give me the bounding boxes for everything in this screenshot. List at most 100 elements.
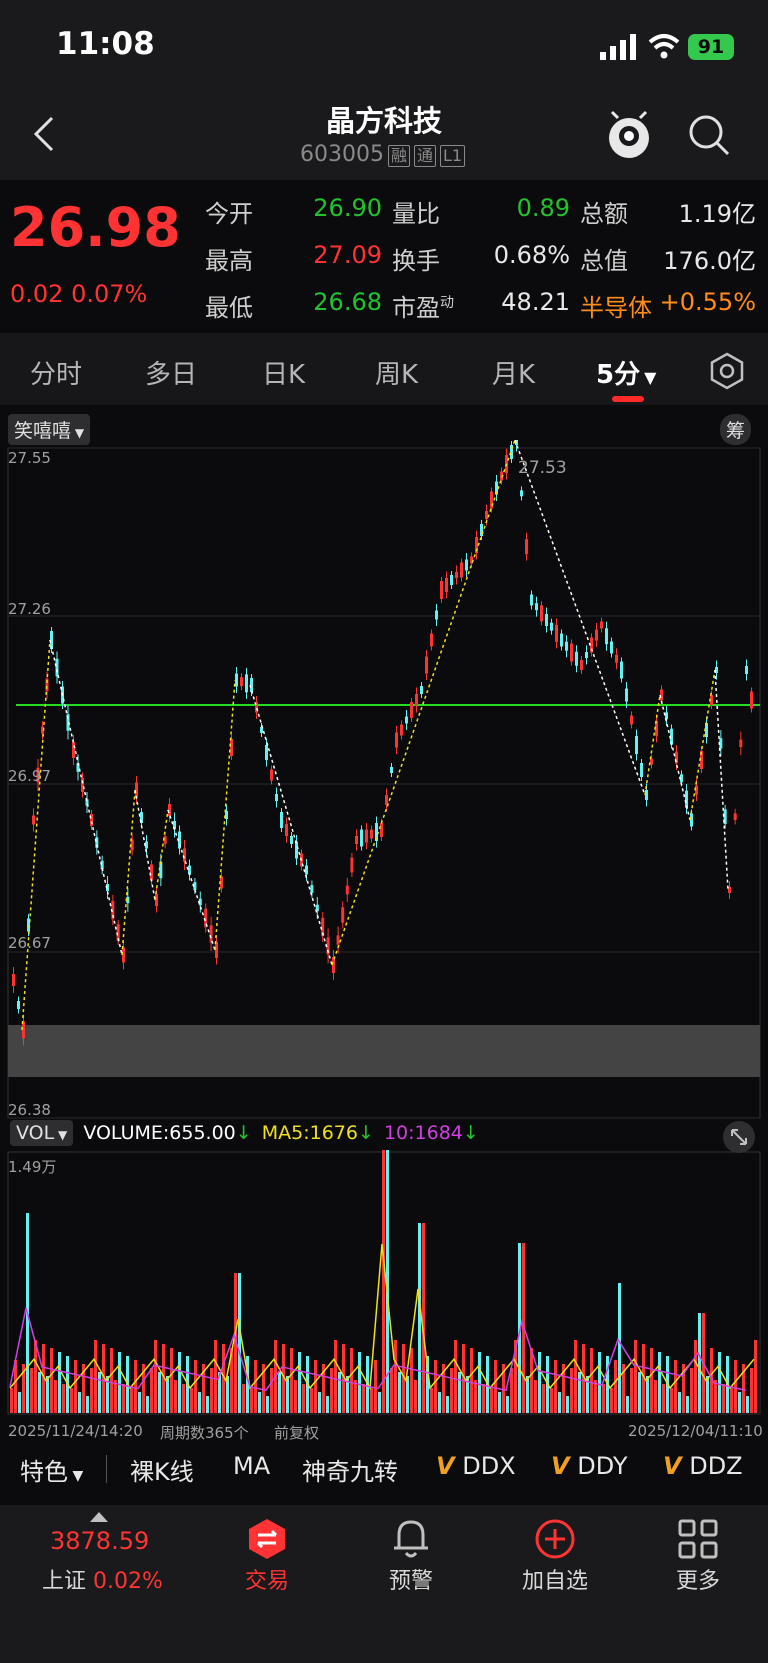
indicator-ddx[interactable]: V DDX <box>436 1452 516 1480</box>
volume-bar <box>310 1388 313 1413</box>
volume-bar <box>466 1376 469 1413</box>
indicator-nine-turns[interactable]: 神奇九转 <box>302 1458 398 1486</box>
tab-intraday[interactable]: 分时 <box>30 360 83 390</box>
last-price: 26.98 <box>10 196 181 259</box>
zigzag-line <box>331 440 516 966</box>
volume-bar <box>74 1360 77 1413</box>
candle-body <box>610 641 613 654</box>
volume-bar <box>350 1348 353 1413</box>
status-bar <box>0 0 768 90</box>
indicator-special[interactable]: 特色 ▼ <box>20 1452 83 1487</box>
index-row[interactable]: 上证 0.02% <box>42 1563 163 1595</box>
price-change: 0.02 0.07% <box>10 280 147 308</box>
candle-body <box>700 751 703 769</box>
chevron-down-icon: ▼ <box>54 1128 68 1142</box>
indicator-ddx-label: DDX <box>462 1452 516 1480</box>
volume-bar <box>50 1348 53 1413</box>
chip-distribution-button[interactable]: 筹 <box>720 414 752 445</box>
candle-body <box>126 896 130 904</box>
nav-trade[interactable]: 交易 <box>244 1569 289 1594</box>
nav-add-watchlist[interactable]: 加自选 <box>521 1569 588 1594</box>
candle-body <box>375 823 378 841</box>
expand-icon[interactable] <box>722 1120 756 1154</box>
v-mark-icon: V <box>663 1452 682 1480</box>
volume-bar <box>258 1392 261 1413</box>
candlestick-chart[interactable] <box>0 440 768 1120</box>
signal-icon <box>600 34 636 60</box>
candle-body <box>85 799 89 806</box>
tab-multiday[interactable]: 多日 <box>145 360 198 390</box>
volume-bar <box>238 1273 241 1413</box>
page-title: 晶方科技 <box>325 104 442 138</box>
tab-daily-k[interactable]: 日K <box>262 360 306 390</box>
volume-bar <box>446 1396 449 1413</box>
label-sector[interactable]: 半导体 <box>580 294 652 322</box>
period-tabs <box>0 333 768 405</box>
active-tab-indicator <box>612 396 644 402</box>
candle-body <box>106 884 109 891</box>
volume-bar <box>750 1368 753 1413</box>
index-value[interactable]: 3878.59 <box>50 1527 150 1555</box>
label-volume-ratio: 量比 <box>392 200 440 228</box>
volume-bar <box>178 1352 181 1413</box>
volume-bar <box>302 1384 305 1413</box>
volume-bar <box>698 1313 701 1413</box>
indicator-ma[interactable]: MA <box>233 1452 271 1480</box>
candle-body <box>723 809 727 824</box>
grid-icon[interactable] <box>677 1518 719 1560</box>
tag-level: L1 <box>440 145 466 167</box>
settings-hex-icon[interactable] <box>708 352 746 390</box>
vol-selector[interactable]: VOL ▼ <box>10 1120 74 1146</box>
candle-body <box>728 887 731 893</box>
value-sector[interactable]: +0.55% <box>659 288 756 316</box>
trade-icon[interactable] <box>246 1518 288 1560</box>
candle-body <box>565 641 568 651</box>
volume-bar <box>266 1396 269 1413</box>
volume-bar <box>286 1376 289 1413</box>
volume-bar <box>70 1388 73 1413</box>
volume-bar <box>426 1356 429 1413</box>
candle-body <box>645 790 648 800</box>
tab-monthly-k[interactable]: 月K <box>492 360 536 390</box>
volume-bar <box>562 1364 565 1413</box>
nav-more[interactable]: 更多 <box>675 1569 720 1594</box>
candle-body <box>660 689 663 701</box>
nav-alert[interactable]: 预警 <box>388 1569 433 1594</box>
volume-bar <box>626 1396 629 1413</box>
candle-body <box>705 723 708 737</box>
indicator-ddz[interactable]: V DDZ <box>663 1452 743 1480</box>
caret-up-icon[interactable] <box>90 1512 108 1522</box>
candle-body <box>355 836 358 844</box>
volume-bar <box>634 1340 637 1413</box>
adjust-mode[interactable]: 前复权 <box>274 1424 320 1442</box>
volume-bar <box>502 1364 505 1413</box>
tab-weekly-k[interactable]: 周K <box>375 360 419 390</box>
pe-sup: 动 <box>440 295 454 311</box>
vol-selector-label: VOL <box>16 1122 55 1144</box>
tab-5min[interactable]: 5分 ▼ <box>596 354 656 391</box>
bell-icon[interactable] <box>391 1516 431 1560</box>
indicator-ddy[interactable]: V DDY <box>551 1452 628 1480</box>
volume-bar <box>406 1376 409 1413</box>
volume-bar <box>206 1396 209 1413</box>
candle-body <box>295 841 298 859</box>
indicator-selector[interactable]: 笑嘻嘻 ▼ <box>8 414 91 445</box>
mascot-icon[interactable] <box>604 110 654 162</box>
candle-body <box>410 702 413 718</box>
volume-bar <box>98 1372 101 1413</box>
volume-bar <box>222 1344 225 1413</box>
high-marker-label: 27.53 <box>518 458 567 478</box>
indicator-naked-k[interactable]: 裸K线 <box>130 1458 194 1486</box>
add-circle-icon[interactable] <box>534 1518 576 1560</box>
bottom-nav <box>0 1505 768 1663</box>
volume-bar <box>734 1360 737 1413</box>
down-arrow-icon: ↓ <box>462 1122 479 1144</box>
volume-bar <box>518 1243 521 1413</box>
search-icon[interactable] <box>688 114 732 158</box>
volume-bar <box>402 1344 405 1413</box>
volume-bar <box>378 1392 381 1413</box>
indicator-ddy-label: DDY <box>577 1452 628 1480</box>
candle-body <box>485 511 488 519</box>
back-icon[interactable] <box>30 114 58 154</box>
volume-bar <box>234 1273 237 1413</box>
